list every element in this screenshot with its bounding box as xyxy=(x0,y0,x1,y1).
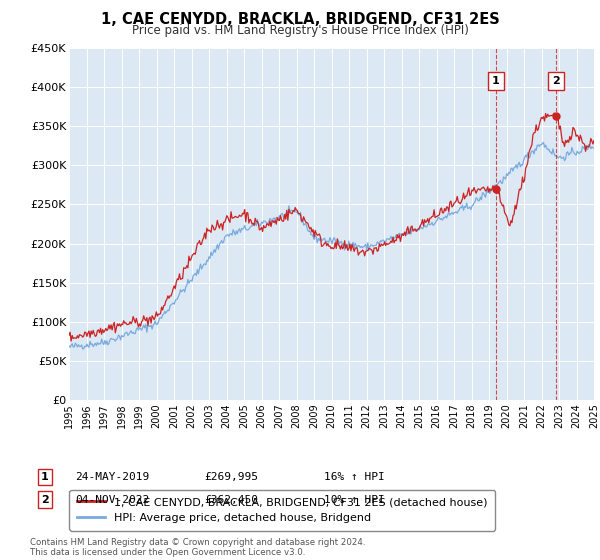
Legend: 1, CAE CENYDD, BRACKLA, BRIDGEND, CF31 2ES (detached house), HPI: Average price,: 1, CAE CENYDD, BRACKLA, BRIDGEND, CF31 2… xyxy=(70,489,495,531)
Text: £362,450: £362,450 xyxy=(204,494,258,505)
Text: 24-MAY-2019: 24-MAY-2019 xyxy=(75,472,149,482)
Text: 2: 2 xyxy=(41,494,49,505)
Text: 1: 1 xyxy=(492,76,500,86)
Text: 16% ↑ HPI: 16% ↑ HPI xyxy=(324,472,385,482)
Text: 1: 1 xyxy=(41,472,49,482)
Text: 04-NOV-2022: 04-NOV-2022 xyxy=(75,494,149,505)
Text: Contains HM Land Registry data © Crown copyright and database right 2024.
This d: Contains HM Land Registry data © Crown c… xyxy=(30,538,365,557)
Text: 10% ↑ HPI: 10% ↑ HPI xyxy=(324,494,385,505)
Text: Price paid vs. HM Land Registry's House Price Index (HPI): Price paid vs. HM Land Registry's House … xyxy=(131,24,469,36)
Text: 2: 2 xyxy=(553,76,560,86)
Text: £269,995: £269,995 xyxy=(204,472,258,482)
Text: 1, CAE CENYDD, BRACKLA, BRIDGEND, CF31 2ES: 1, CAE CENYDD, BRACKLA, BRIDGEND, CF31 2… xyxy=(101,12,499,27)
